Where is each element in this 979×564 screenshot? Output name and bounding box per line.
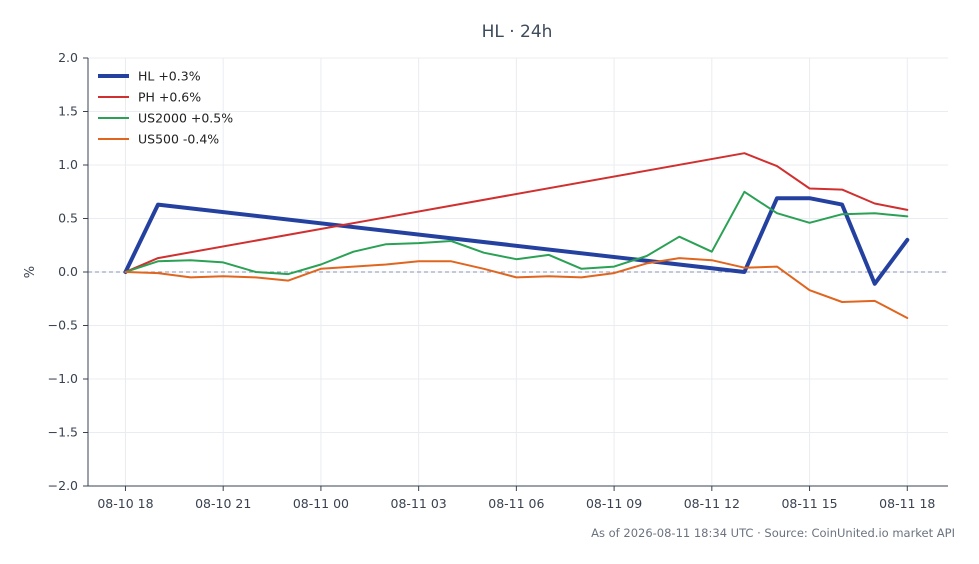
footer-source-note: As of 2026-08-11 18:34 UTC · Source: Coi… (591, 526, 955, 540)
legend-label: PH +0.6% (138, 90, 201, 105)
chart-title: HL · 24h (482, 22, 553, 42)
series-group (123, 152, 910, 319)
y-tick-label: 1.5 (58, 104, 78, 119)
x-tick-label: 08-11 12 (684, 496, 740, 511)
y-tick-label: −1.0 (48, 371, 78, 386)
x-tick-label: 08-11 00 (293, 496, 349, 511)
y-tick-label: −0.5 (48, 318, 78, 333)
series-line-hl (123, 196, 910, 286)
y-tick-label: 1.0 (58, 157, 78, 172)
series-line-us2000 (124, 190, 909, 276)
y-tick-label: −2.0 (48, 478, 78, 493)
y-axis-ticks: 2.0 1.5 1.0 0.5 0.0 −0.5 −1.0 −1.5 −2.0 (48, 50, 88, 493)
y-axis-label: % (23, 266, 38, 278)
x-tick-label: 08-11 15 (781, 496, 837, 511)
x-tick-label: 08-11 03 (391, 496, 447, 511)
y-tick-label: 0.0 (58, 264, 78, 279)
y-tick-label: 2.0 (58, 50, 78, 65)
legend-label: US2000 +0.5% (138, 111, 233, 126)
series-line-us500 (124, 257, 909, 319)
x-tick-label: 08-10 21 (195, 496, 251, 511)
legend-label: US500 -0.4% (138, 132, 219, 147)
legend-label: HL +0.3% (138, 69, 201, 84)
legend: HL +0.3% PH +0.6% US2000 +0.5% US500 -0.4% (98, 69, 233, 147)
x-tick-label: 08-11 06 (488, 496, 544, 511)
y-tick-label: −1.5 (48, 425, 78, 440)
x-tick-label: 08-11 18 (879, 496, 935, 511)
x-tick-label: 08-11 09 (586, 496, 642, 511)
x-tick-label: 08-10 18 (97, 496, 153, 511)
x-axis-ticks: 08-10 18 08-10 21 08-11 00 08-11 03 08-11 06… (97, 486, 935, 511)
y-tick-label: 0.5 (58, 211, 78, 226)
series-line-ph (124, 152, 909, 273)
